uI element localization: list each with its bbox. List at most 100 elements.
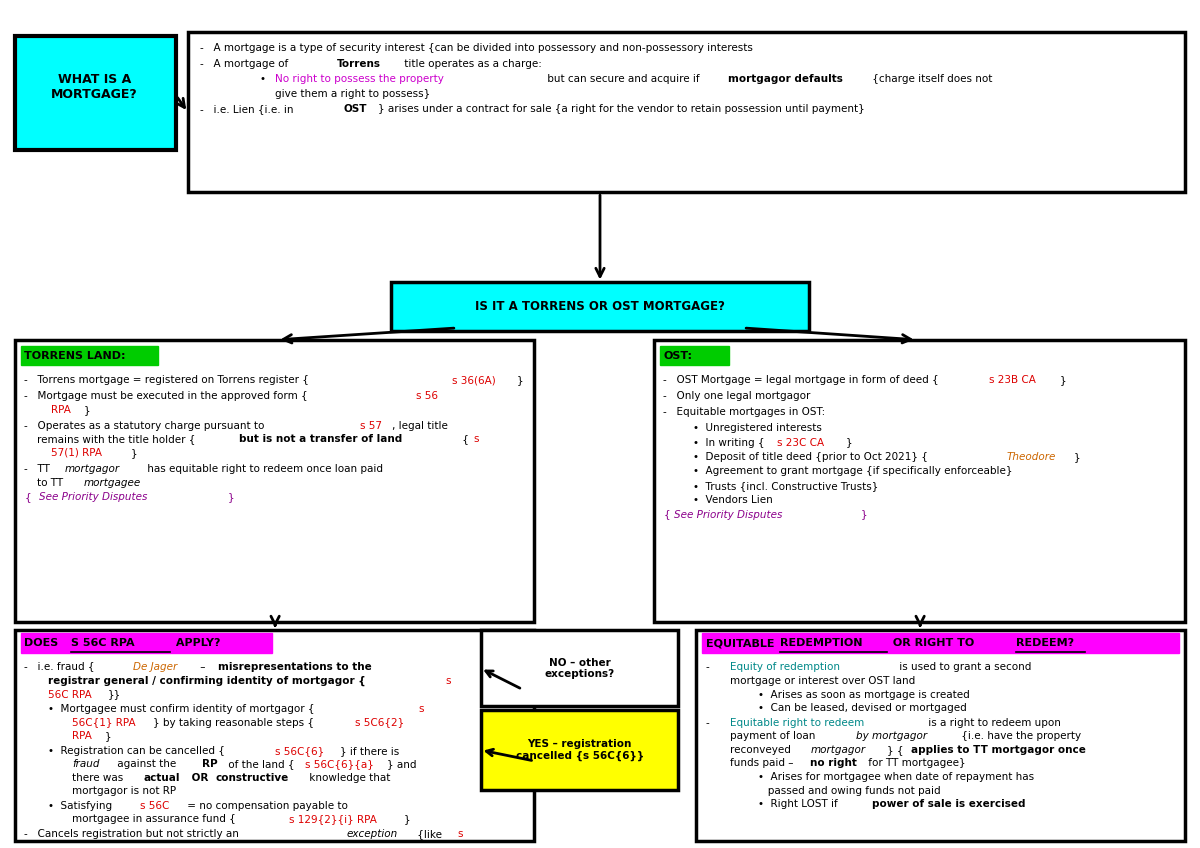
Text: }: } (404, 814, 410, 824)
Text: •  Trusts {incl. Constructive Trusts}: • Trusts {incl. Constructive Trusts} (694, 481, 878, 491)
Text: 57(1) RPA: 57(1) RPA (50, 448, 102, 458)
Text: power of sale is exercised: power of sale is exercised (872, 799, 1026, 809)
Text: Equity of redemption: Equity of redemption (730, 661, 840, 672)
Text: -   Only one legal mortgagor: - Only one legal mortgagor (664, 391, 811, 401)
Text: •  Agreement to grant mortgage {if specifically enforceable}: • Agreement to grant mortgage {if specif… (694, 466, 1013, 477)
Text: s 36(6A): s 36(6A) (452, 375, 496, 385)
Text: }: } (1074, 452, 1081, 462)
FancyBboxPatch shape (20, 633, 271, 653)
Text: payment of loan: payment of loan (730, 731, 818, 741)
Text: remains with the title holder {: remains with the title holder { (24, 434, 196, 444)
Text: -   i.e. fraud {: - i.e. fraud { (24, 661, 95, 672)
Text: knowledge that: knowledge that (306, 773, 390, 783)
Text: -   OST Mortgage = legal mortgage in form of deed {: - OST Mortgage = legal mortgage in form … (664, 375, 938, 385)
FancyBboxPatch shape (188, 32, 1186, 192)
Text: Equitable right to redeem: Equitable right to redeem (730, 717, 864, 728)
Text: but is not a transfer of land: but is not a transfer of land (239, 434, 402, 444)
Text: See Priority Disputes: See Priority Disputes (674, 510, 782, 520)
Text: s 129{2}{i} RPA: s 129{2}{i} RPA (289, 814, 377, 824)
FancyBboxPatch shape (391, 282, 809, 332)
Text: s 5C6{2}: s 5C6{2} (355, 717, 404, 728)
Text: }: } (860, 510, 868, 520)
Text: OST:: OST: (664, 351, 692, 360)
FancyBboxPatch shape (660, 347, 730, 365)
Text: 56C RPA: 56C RPA (48, 689, 92, 700)
Text: s: s (458, 828, 463, 839)
Text: OR RIGHT TO: OR RIGHT TO (889, 638, 978, 648)
Text: -   Mortgage must be executed in the approved form {: - Mortgage must be executed in the appro… (24, 391, 308, 401)
Text: •  Registration can be cancelled {: • Registration can be cancelled { (48, 745, 226, 756)
Text: s 23C CA: s 23C CA (776, 438, 824, 448)
Text: against the: against the (114, 759, 179, 769)
Text: No right to possess the property: No right to possess the property (275, 75, 444, 85)
Text: s 23B CA: s 23B CA (989, 375, 1037, 385)
Text: is used to grant a second: is used to grant a second (896, 661, 1032, 672)
Text: -: - (707, 717, 720, 728)
Text: REDEEM?: REDEEM? (1015, 638, 1074, 648)
Text: mortgagee: mortgagee (84, 477, 142, 488)
Text: registrar general / confirming identity of mortgagor {: registrar general / confirming identity … (48, 676, 366, 686)
Text: WHAT IS A
MORTGAGE?: WHAT IS A MORTGAGE? (52, 73, 138, 101)
Text: reconveyed: reconveyed (730, 745, 794, 755)
Text: mortgagee in assurance fund {: mortgagee in assurance fund { (72, 814, 236, 824)
FancyBboxPatch shape (14, 340, 534, 622)
Text: EQUITABLE: EQUITABLE (707, 638, 779, 648)
Text: •  Mortgagee must confirm identity of mortgagor {: • Mortgagee must confirm identity of mor… (48, 704, 314, 714)
Text: }: } (227, 492, 234, 502)
Text: }: } (1060, 375, 1067, 385)
FancyBboxPatch shape (14, 630, 534, 841)
Text: •  Deposit of title deed {prior to Oct 2021} {: • Deposit of title deed {prior to Oct 20… (694, 452, 928, 462)
Text: OST: OST (343, 104, 367, 114)
Text: {charge itself does not: {charge itself does not (869, 75, 992, 85)
FancyBboxPatch shape (20, 347, 158, 365)
Text: •  Unregistered interests: • Unregistered interests (694, 423, 822, 433)
Text: -   A mortgage of: - A mortgage of (200, 59, 292, 70)
FancyBboxPatch shape (702, 633, 1180, 653)
Text: }: } (104, 731, 110, 741)
Text: •  Arises for mortgagee when date of repayment has: • Arises for mortgagee when date of repa… (757, 772, 1033, 782)
Text: -   Equitable mortgages in OST:: - Equitable mortgages in OST: (664, 407, 826, 417)
Text: S 56C RPA: S 56C RPA (71, 638, 134, 648)
Text: s 56C{6}: s 56C{6} (275, 745, 324, 756)
Text: Torrens: Torrens (337, 59, 382, 70)
Text: is a right to redeem upon: is a right to redeem upon (925, 717, 1061, 728)
Text: s 56C{6}{a}: s 56C{6}{a} (305, 759, 374, 769)
Text: }: } (846, 438, 853, 448)
Text: •  Arises as soon as mortgage is created: • Arises as soon as mortgage is created (757, 689, 970, 700)
Text: {i.e. have the property: {i.e. have the property (959, 731, 1081, 741)
Text: DOES: DOES (24, 638, 62, 648)
Text: •  Can be leased, devised or mortgaged: • Can be leased, devised or mortgaged (757, 703, 966, 713)
Text: -   Cancels registration but not strictly an: - Cancels registration but not strictly … (24, 828, 242, 839)
Text: }: } (131, 448, 137, 458)
Text: mortgage or interest over OST land: mortgage or interest over OST land (730, 676, 916, 686)
Text: } and: } and (388, 759, 416, 769)
Text: De Jager: De Jager (133, 661, 178, 672)
Text: {: { (664, 510, 670, 520)
Text: for TT mortgagee}: for TT mortgagee} (865, 758, 966, 768)
Text: mortgagor defaults: mortgagor defaults (728, 75, 842, 85)
Text: funds paid –: funds paid – (730, 758, 797, 768)
Text: 56C{1} RPA: 56C{1} RPA (72, 717, 136, 728)
Text: of the land {: of the land { (224, 759, 294, 769)
Text: OR: OR (188, 773, 212, 783)
Text: {: { (460, 434, 469, 444)
Text: •  In writing {: • In writing { (694, 438, 764, 448)
FancyBboxPatch shape (696, 630, 1186, 841)
Text: •  Right LOST if: • Right LOST if (757, 799, 841, 809)
Text: }: } (516, 375, 523, 385)
Text: RPA: RPA (50, 404, 71, 415)
Text: Theodore: Theodore (1006, 452, 1056, 462)
Text: See Priority Disputes: See Priority Disputes (38, 492, 146, 502)
Text: –: – (198, 661, 209, 672)
Text: } {: } { (887, 745, 904, 755)
Text: APPLY?: APPLY? (173, 638, 221, 648)
Text: -: - (707, 661, 720, 672)
Text: •  Vendors Lien: • Vendors Lien (694, 495, 773, 505)
Text: passed and owing funds not paid: passed and owing funds not paid (757, 785, 941, 795)
Text: }}: }} (108, 689, 121, 700)
Text: mortgagor is not RP: mortgagor is not RP (72, 786, 176, 796)
Text: •  Satisfying: • Satisfying (48, 801, 115, 811)
Text: misrepresentations to the: misrepresentations to the (217, 661, 372, 672)
Text: give them a right to possess}: give them a right to possess} (275, 89, 431, 99)
Text: fraud: fraud (72, 759, 100, 769)
